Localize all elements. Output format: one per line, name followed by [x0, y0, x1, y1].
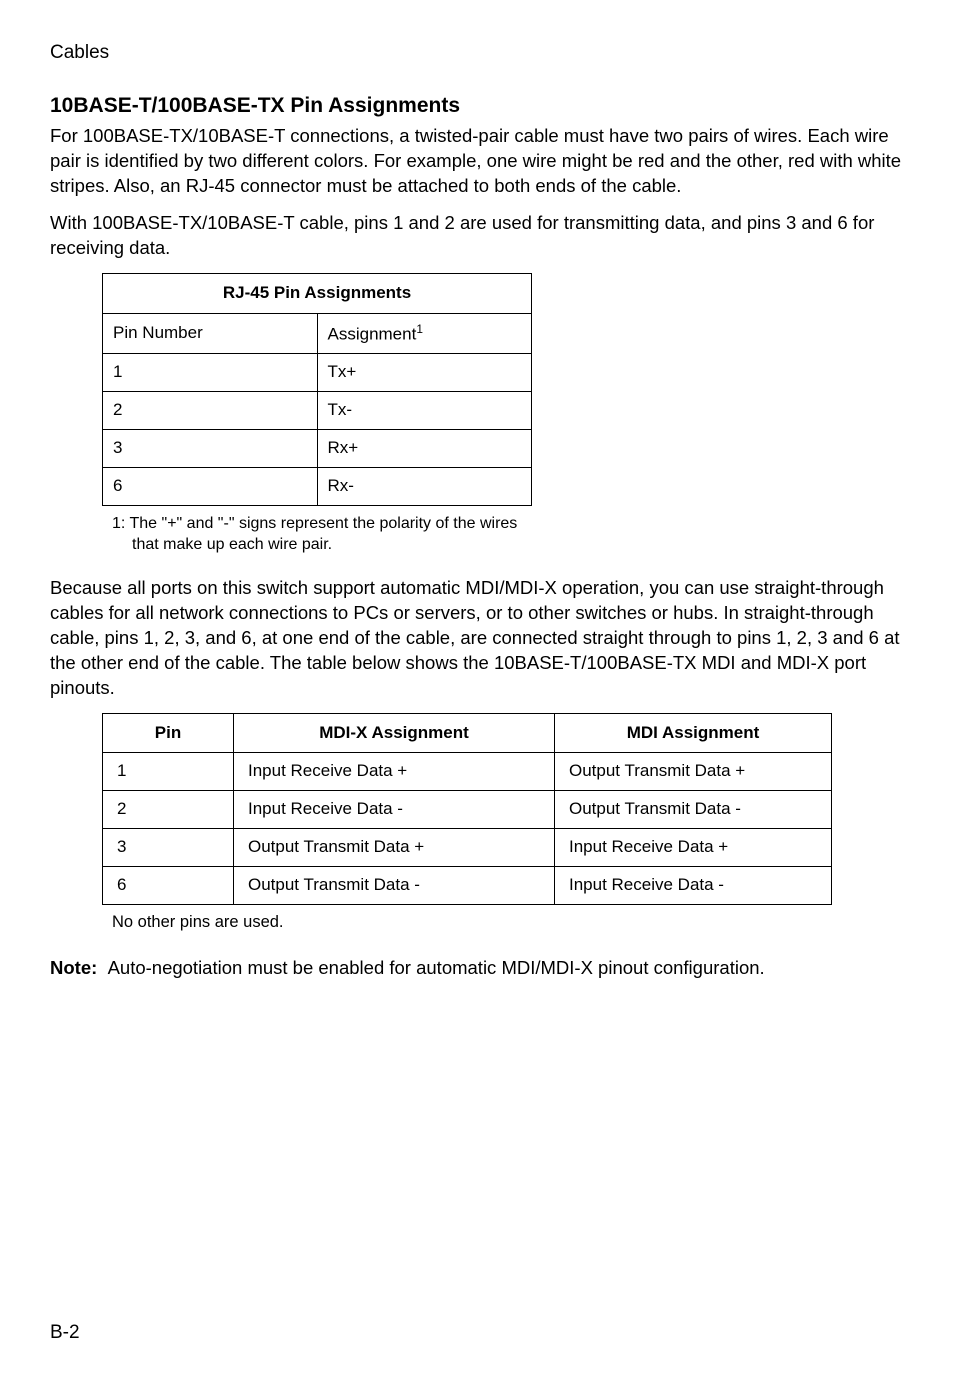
table1-title: RJ-45 Pin Assignments	[103, 273, 532, 313]
note-line: Note: Auto-negotiation must be enabled f…	[50, 956, 904, 981]
cell-mdi: Input Receive Data +	[555, 829, 832, 867]
cell-mdix: Input Receive Data -	[234, 791, 555, 829]
table1-footnote: 1: The "+" and "-" signs represent the p…	[112, 514, 904, 556]
paragraph-2: With 100BASE-TX/10BASE-T cable, pins 1 a…	[50, 211, 904, 261]
table-mdi-wrap: Pin MDI-X Assignment MDI Assignment 1 In…	[102, 713, 904, 906]
table1-header-assign: Assignment1	[317, 313, 532, 354]
table-mdi: Pin MDI-X Assignment MDI Assignment 1 In…	[102, 713, 832, 906]
cell-assign: Rx+	[317, 430, 532, 468]
cell-assign: Tx+	[317, 354, 532, 392]
cell-pin: 6	[103, 468, 318, 506]
note-text: Auto-negotiation must be enabled for aut…	[108, 957, 765, 978]
cell-pin: 3	[103, 430, 318, 468]
table-row: 3 Output Transmit Data + Input Receive D…	[103, 829, 832, 867]
table-row: 1 Tx+	[103, 354, 532, 392]
th-mdi: MDI Assignment	[555, 713, 832, 753]
cell-pin: 1	[103, 354, 318, 392]
paragraph-1: For 100BASE-TX/10BASE-T connections, a t…	[50, 124, 904, 199]
cell-mdi: Input Receive Data -	[555, 867, 832, 905]
table-rj45-wrap: RJ-45 Pin Assignments Pin Number Assignm…	[102, 273, 904, 506]
cell-pin: 1	[103, 753, 234, 791]
note-label: Note:	[50, 957, 97, 978]
th-mdix: MDI-X Assignment	[234, 713, 555, 753]
header-label: Cables	[50, 40, 904, 66]
table-row: 6 Rx-	[103, 468, 532, 506]
cell-mdix: Input Receive Data +	[234, 753, 555, 791]
table-row: 6 Output Transmit Data - Input Receive D…	[103, 867, 832, 905]
cell-assign: Tx-	[317, 392, 532, 430]
section-title: 10BASE-T/100BASE-TX Pin Assignments	[50, 92, 904, 120]
cell-mdix: Output Transmit Data -	[234, 867, 555, 905]
cell-mdi: Output Transmit Data -	[555, 791, 832, 829]
table1-header-pin: Pin Number	[103, 313, 318, 354]
cell-pin: 2	[103, 791, 234, 829]
cell-pin: 6	[103, 867, 234, 905]
table-rj45: RJ-45 Pin Assignments Pin Number Assignm…	[102, 273, 532, 506]
table-row: 3 Rx+	[103, 430, 532, 468]
paragraph-3: Because all ports on this switch support…	[50, 576, 904, 701]
cell-pin: 2	[103, 392, 318, 430]
page-number: B-2	[50, 1320, 904, 1346]
table-row: 2 Input Receive Data - Output Transmit D…	[103, 791, 832, 829]
th-pin: Pin	[103, 713, 234, 753]
cell-mdix: Output Transmit Data +	[234, 829, 555, 867]
table2-footnote: No other pins are used.	[112, 911, 904, 933]
table-row: 2 Tx-	[103, 392, 532, 430]
cell-mdi: Output Transmit Data +	[555, 753, 832, 791]
cell-pin: 3	[103, 829, 234, 867]
cell-assign: Rx-	[317, 468, 532, 506]
table-row: 1 Input Receive Data + Output Transmit D…	[103, 753, 832, 791]
